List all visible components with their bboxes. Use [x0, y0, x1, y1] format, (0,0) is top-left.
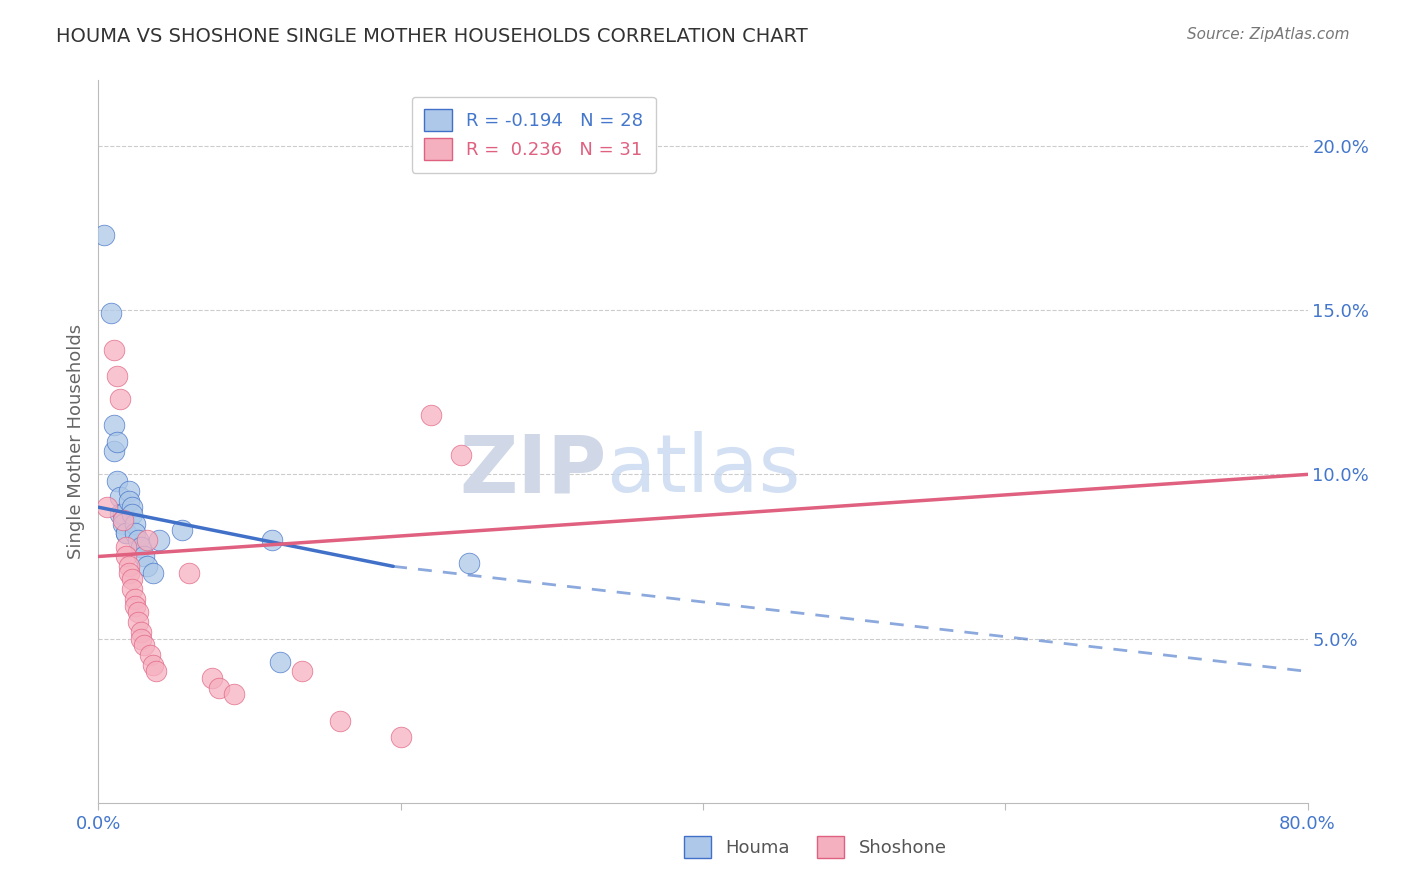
- Point: [139, 648, 162, 662]
- Point: [132, 549, 155, 564]
- Point: [108, 507, 131, 521]
- Point: [132, 638, 155, 652]
- Point: [118, 493, 141, 508]
- Point: [145, 665, 167, 679]
- Point: [129, 625, 152, 640]
- Point: [114, 549, 136, 564]
- Text: Source: ZipAtlas.com: Source: ZipAtlas.com: [1187, 27, 1350, 42]
- Point: [108, 392, 131, 406]
- Point: [450, 448, 472, 462]
- Point: [105, 434, 128, 449]
- Point: [291, 665, 314, 679]
- Point: [111, 507, 134, 521]
- Point: [96, 500, 118, 515]
- Point: [111, 513, 134, 527]
- Point: [103, 444, 125, 458]
- Point: [127, 615, 149, 630]
- Point: [142, 566, 165, 580]
- Point: [118, 566, 141, 580]
- Point: [118, 483, 141, 498]
- Point: [121, 582, 143, 597]
- Point: [269, 655, 291, 669]
- Point: [114, 526, 136, 541]
- Point: [135, 559, 157, 574]
- Text: atlas: atlas: [606, 432, 800, 509]
- Point: [118, 559, 141, 574]
- Point: [124, 516, 146, 531]
- Point: [103, 418, 125, 433]
- Point: [114, 526, 136, 541]
- Point: [224, 687, 246, 701]
- Point: [121, 507, 143, 521]
- Point: [121, 500, 143, 515]
- Point: [457, 556, 479, 570]
- Text: HOUMA VS SHOSHONE SINGLE MOTHER HOUSEHOLDS CORRELATION CHART: HOUMA VS SHOSHONE SINGLE MOTHER HOUSEHOL…: [56, 27, 808, 45]
- Point: [105, 474, 128, 488]
- Point: [121, 573, 143, 587]
- Point: [105, 368, 128, 383]
- Legend: R = -0.194   N = 28, R =  0.236   N = 31: R = -0.194 N = 28, R = 0.236 N = 31: [412, 96, 655, 173]
- Point: [135, 533, 157, 547]
- Point: [124, 526, 146, 541]
- Point: [170, 523, 193, 537]
- Point: [111, 516, 134, 531]
- Point: [129, 632, 152, 646]
- Point: [389, 730, 412, 744]
- Point: [124, 592, 146, 607]
- Point: [103, 343, 125, 357]
- Point: [329, 714, 352, 728]
- Point: [208, 681, 231, 695]
- Point: [179, 566, 201, 580]
- Point: [142, 657, 165, 672]
- Point: [420, 409, 443, 423]
- Point: [127, 533, 149, 547]
- Point: [114, 540, 136, 554]
- Point: [108, 491, 131, 505]
- Point: [148, 533, 170, 547]
- Point: [124, 599, 146, 613]
- Point: [127, 605, 149, 619]
- Legend: Houma, Shoshone: Houma, Shoshone: [676, 829, 955, 865]
- Y-axis label: Single Mother Households: Single Mother Households: [66, 324, 84, 559]
- Point: [129, 540, 152, 554]
- Point: [100, 306, 122, 320]
- Point: [262, 533, 284, 547]
- Text: ZIP: ZIP: [458, 432, 606, 509]
- Point: [93, 227, 115, 242]
- Point: [201, 671, 224, 685]
